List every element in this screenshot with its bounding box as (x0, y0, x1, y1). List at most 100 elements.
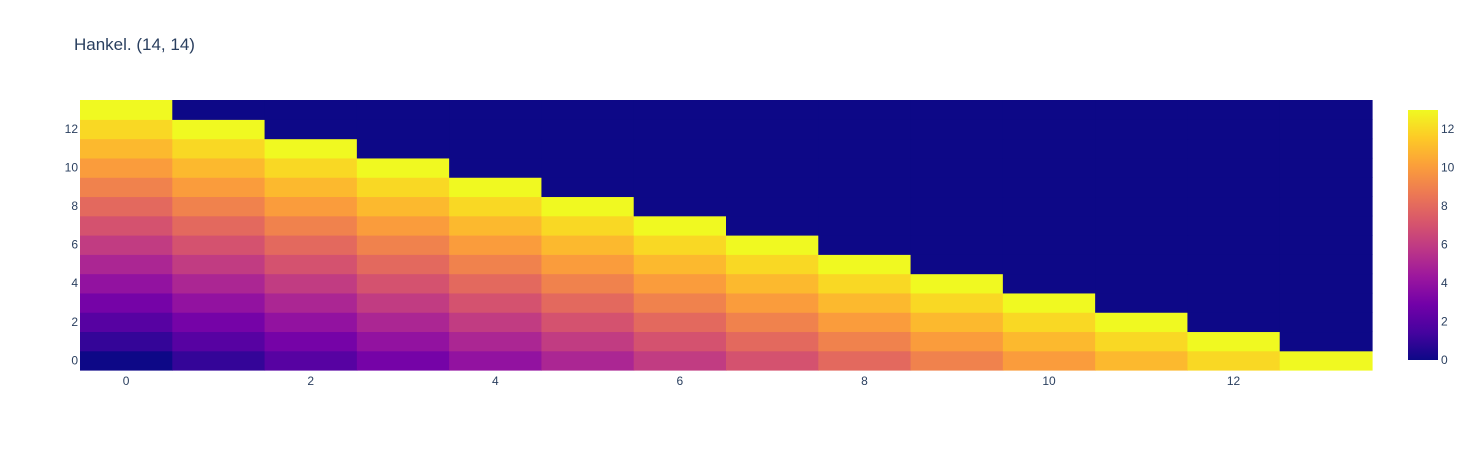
heatmap-cell (356, 196, 450, 217)
heatmap-cell (1002, 157, 1096, 178)
heatmap-cell (172, 235, 266, 255)
y-tick-label: 6 (71, 238, 78, 252)
heatmap-cell (633, 312, 727, 333)
heatmap-cell (910, 100, 1004, 120)
heatmap-cell (264, 100, 358, 120)
heatmap-cell (818, 350, 912, 371)
heatmap-cell (726, 235, 819, 255)
heatmap-cell (1095, 177, 1189, 198)
heatmap-cell (264, 215, 358, 236)
heatmap-cell (1002, 100, 1096, 120)
heatmap-cell (449, 138, 543, 159)
heatmap-cell (1187, 157, 1281, 178)
heatmap-cell (264, 331, 358, 352)
heatmap-cell (449, 100, 543, 120)
heatmap-cell (80, 177, 173, 198)
heatmap-cell (541, 215, 635, 236)
heatmap-cell (1279, 273, 1373, 294)
heatmap-cell (1279, 215, 1373, 236)
heatmap-cell (172, 196, 266, 217)
heatmap-cell (633, 100, 727, 120)
heatmap-cell (726, 177, 819, 198)
heatmap-cell (818, 235, 912, 255)
heatmap-cell (449, 119, 543, 140)
heatmap-cell (80, 235, 173, 255)
heatmap-cell (818, 119, 912, 140)
heatmap-cell (172, 215, 266, 236)
heatmap-cell (541, 235, 635, 255)
heatmap-cell (172, 100, 266, 120)
heatmap-cell (1187, 138, 1281, 159)
heatmap-cell (80, 196, 173, 217)
chart-title: Hankel. (14, 14) (74, 35, 195, 54)
heatmap-cell (633, 157, 727, 178)
heatmap-cell (1279, 119, 1373, 140)
heatmap-cell (80, 138, 173, 159)
heatmap-cell (1279, 235, 1373, 255)
heatmap-cell (449, 157, 543, 178)
heatmap-cell (356, 350, 450, 371)
heatmap-cell (910, 157, 1004, 178)
heatmap-cell (633, 292, 727, 313)
heatmap-cell (541, 254, 635, 275)
heatmap-cell (1279, 100, 1373, 120)
x-axis-ticks: 0 2 4 6 8 10 12 (123, 374, 1241, 388)
heatmap-cell (1095, 119, 1189, 140)
heatmap-cell (726, 331, 819, 352)
heatmap-cell (356, 177, 450, 198)
heatmap-cell (356, 157, 450, 178)
heatmap-cell (818, 177, 912, 198)
y-tick-label: 0 (71, 353, 78, 367)
colorbar-tick-label: 8 (1441, 199, 1448, 213)
heatmap-cell (541, 196, 635, 217)
x-tick-label: 8 (861, 374, 868, 388)
heatmap-cell (172, 119, 266, 140)
heatmap-cell (1095, 312, 1189, 333)
heatmap-cell (356, 331, 450, 352)
colorbar-tick-label: 4 (1441, 276, 1448, 290)
heatmap-cell (910, 292, 1004, 313)
heatmap-cell (449, 331, 543, 352)
heatmap-cell (172, 273, 266, 294)
y-tick-label: 2 (71, 315, 78, 329)
heatmap-cell (356, 215, 450, 236)
heatmap-cell (541, 138, 635, 159)
heatmap-cell (449, 215, 543, 236)
heatmap-cell (1279, 350, 1373, 371)
heatmap-cell (1002, 196, 1096, 217)
y-axis-ticks: 0 2 4 6 8 10 12 (65, 122, 79, 367)
heatmap-cell (172, 312, 266, 333)
heatmap-cell (356, 119, 450, 140)
heatmap-cell (264, 177, 358, 198)
heatmap-cell (1002, 312, 1096, 333)
heatmap-cell (1187, 273, 1281, 294)
heatmap-cell (541, 157, 635, 178)
heatmap-cell (1187, 331, 1281, 352)
heatmap-cell (541, 312, 635, 333)
heatmap-cell (1279, 331, 1373, 352)
x-tick-label: 10 (1042, 374, 1056, 388)
x-tick-label: 0 (123, 374, 130, 388)
heatmap-cell (726, 157, 819, 178)
heatmap-cell (1187, 350, 1281, 371)
heatmap-cell (264, 350, 358, 371)
heatmap-cell (449, 273, 543, 294)
heatmap-cell (172, 350, 266, 371)
heatmap-cell (1279, 312, 1373, 333)
heatmap-cell (1187, 254, 1281, 275)
heatmap-cell (633, 350, 727, 371)
heatmap-cell (633, 196, 727, 217)
heatmap-cell (449, 177, 543, 198)
heatmap-cell (449, 350, 543, 371)
heatmap-cell (910, 235, 1004, 255)
heatmap-cell (726, 273, 819, 294)
heatmap-cell (1002, 138, 1096, 159)
heatmap-cell (633, 331, 727, 352)
heatmap-cell (1279, 138, 1373, 159)
heatmap-cell (172, 254, 266, 275)
colorbar-tick-label: 0 (1441, 353, 1448, 367)
heatmap-cell (910, 331, 1004, 352)
heatmap-cell (172, 292, 266, 313)
heatmap-cell (1187, 312, 1281, 333)
heatmap-cell (1187, 196, 1281, 217)
